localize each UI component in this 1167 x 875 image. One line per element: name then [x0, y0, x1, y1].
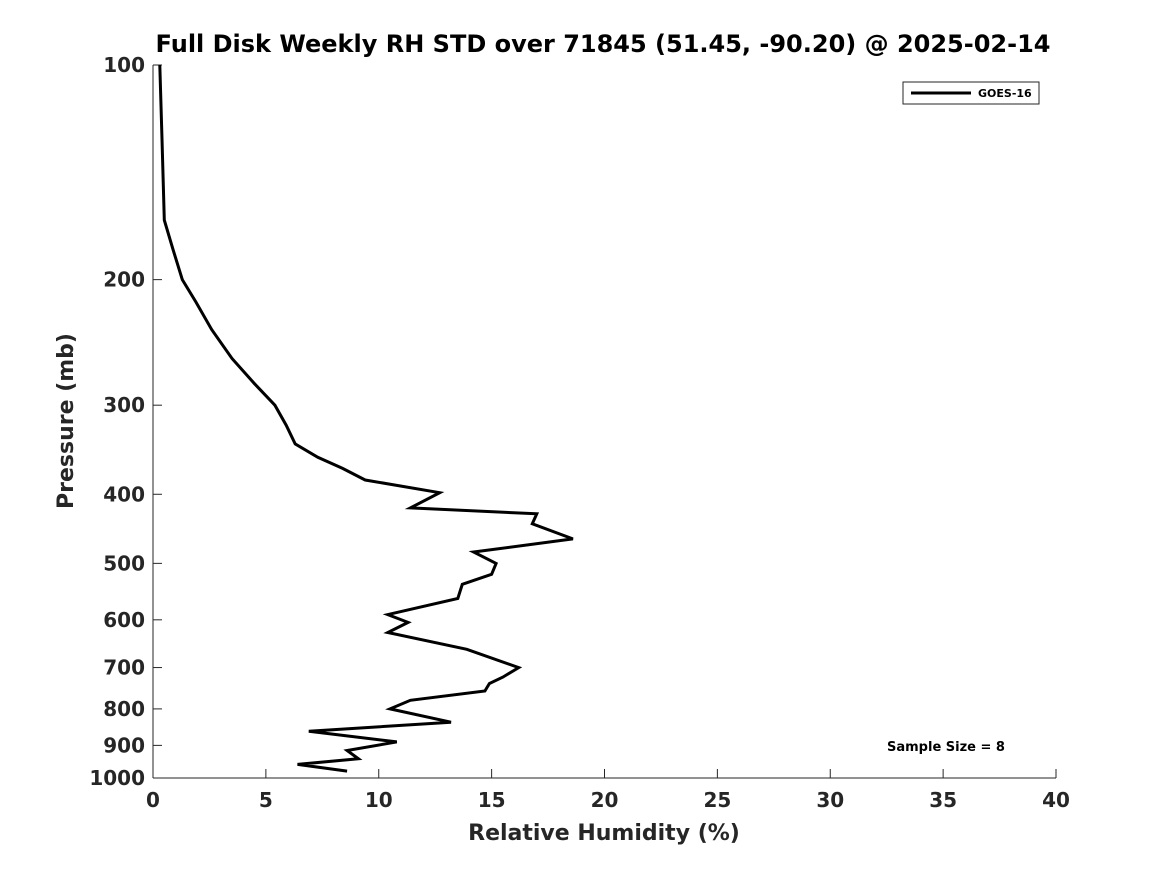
- axes: [152, 65, 1056, 779]
- series-group: [158, 64, 574, 773]
- y-axis-ticks: 100 200 300 400 500 600 700 800 900 1000: [89, 53, 162, 790]
- legend: GOES-16: [902, 81, 1040, 105]
- y-tick-label: 900: [103, 733, 145, 757]
- x-tick-label: 15: [478, 788, 506, 812]
- series-line-goes-16: [158, 64, 574, 773]
- y-tick-label: 100: [103, 53, 145, 77]
- x-tick-label: 35: [929, 788, 957, 812]
- y-tick-label: 500: [103, 551, 145, 575]
- x-tick-label: 30: [816, 788, 844, 812]
- y-tick-label: 800: [103, 697, 145, 721]
- legend-label-goes-16: GOES-16: [978, 87, 1032, 100]
- y-tick-label: 600: [103, 608, 145, 632]
- y-axis-label: Pressure (mb): [54, 333, 79, 509]
- y-tick-label: 700: [103, 656, 145, 680]
- x-tick-label: 40: [1042, 788, 1070, 812]
- x-tick-label: 0: [146, 788, 160, 812]
- x-axis-ticks: 0 5 10 15 20 25 30 35 40: [146, 769, 1070, 812]
- y-tick-label: 1000: [89, 766, 145, 790]
- x-tick-label: 5: [259, 788, 273, 812]
- x-tick-label: 20: [591, 788, 619, 812]
- x-axis-label: Relative Humidity (%): [468, 821, 740, 846]
- chart-title: Full Disk Weekly RH STD over 71845 (51.4…: [156, 30, 1051, 58]
- sample-size-annotation: Sample Size = 8: [887, 740, 1005, 755]
- x-tick-label: 10: [365, 788, 393, 812]
- y-tick-label: 200: [103, 268, 145, 292]
- x-tick-label: 25: [703, 788, 731, 812]
- y-tick-label: 300: [103, 393, 145, 417]
- y-tick-label: 400: [103, 482, 145, 506]
